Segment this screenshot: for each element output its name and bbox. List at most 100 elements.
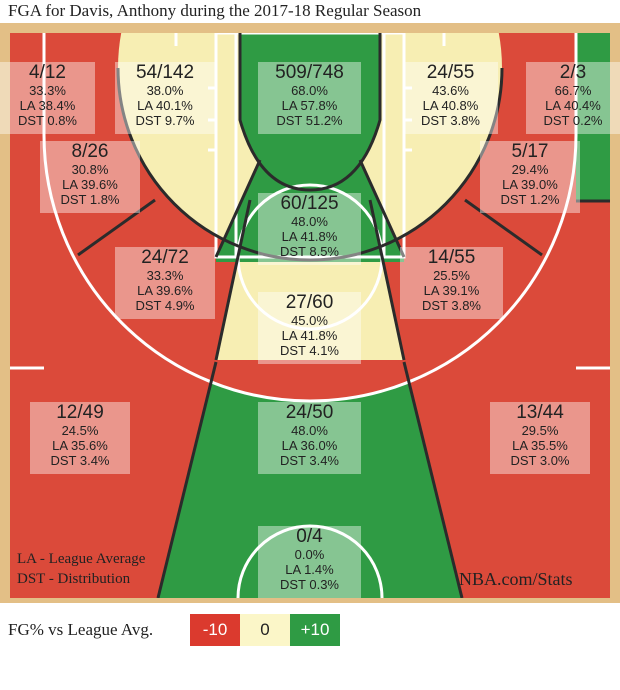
zone-fgm-fga: 0/4 xyxy=(296,526,323,547)
zone-label-left-wing-3: 12/49 24.5% LA 35.6% DST 3.4% xyxy=(30,402,130,474)
zone-distribution: DST 3.8% xyxy=(421,298,481,313)
zone-distribution: DST 0.8% xyxy=(17,113,77,128)
zone-league-average: LA 35.6% xyxy=(52,438,108,453)
zone-distribution: DST 1.2% xyxy=(500,192,560,207)
zone-fgm-fga: 24/55 xyxy=(426,62,475,83)
zone-boundary-key-left xyxy=(214,199,252,361)
zone-league-average: LA 40.1% xyxy=(137,98,193,113)
paint-outline xyxy=(214,33,406,259)
zone-fgm-fga: 24/72 xyxy=(141,247,189,268)
zone-fgm-fga: 13/44 xyxy=(516,402,564,423)
zone-fgm-fga: 5/17 xyxy=(511,141,549,162)
zone-label-right-wing-3: 13/44 29.5% LA 35.5% DST 3.0% xyxy=(490,402,590,474)
zone-distribution: DST 3.4% xyxy=(50,453,110,468)
zone-distribution: DST 0.2% xyxy=(543,113,603,128)
zone-fg-pct: 33.3% xyxy=(29,83,66,98)
zone-distribution: DST 8.5% xyxy=(279,244,339,259)
note-league-average: LA - League Average xyxy=(17,551,146,567)
zone-boundary-paint-right xyxy=(309,33,382,192)
zone-top-key-3-fill xyxy=(158,360,462,598)
zone-boundary-lane-right xyxy=(358,159,406,258)
zone-label-right-corner-3: 2/3 66.7% LA 40.4% DST 0.2% xyxy=(526,62,620,134)
zone-fgm-fga: 4/12 xyxy=(29,62,66,83)
zone-label-left-corner-3: 4/12 33.3% LA 38.4% DST 0.8% xyxy=(0,62,95,134)
source-label: NBA.com/Stats xyxy=(459,569,573,589)
shot-chart-court xyxy=(0,23,620,603)
legend-item-plus-10: +10 xyxy=(290,614,340,646)
legend-item-zero: 0 xyxy=(240,614,290,646)
zone-fgm-fga: 54/142 xyxy=(135,62,195,83)
zone-label-left-elbow-mid: 24/72 33.3% LA 39.6% DST 4.9% xyxy=(115,247,215,319)
zone-league-average: LA 41.8% xyxy=(281,328,338,343)
zone-paint-fill xyxy=(240,33,380,190)
legend-item-minus-10: -10 xyxy=(190,614,240,646)
zone-league-average: LA 40.4% xyxy=(545,98,601,113)
zone-league-average: LA 40.8% xyxy=(422,98,479,113)
zone-boundary-top-3-left xyxy=(156,361,218,598)
zone-boundary-key-right xyxy=(368,199,406,361)
zone-fgm-fga: 27/60 xyxy=(285,292,334,313)
zone-label-left-wing-mid-top: 54/142 38.0% LA 40.1% DST 9.7% xyxy=(115,62,215,134)
zone-label-right-wing-mid-top: 24/55 43.6% LA 40.8% DST 3.8% xyxy=(403,62,498,134)
zone-distribution: DST 0.3% xyxy=(279,577,339,592)
zone-fg-pct: 24.5% xyxy=(61,423,99,438)
zone-distribution: DST 9.7% xyxy=(135,113,195,128)
zone-fg-pct: 30.8% xyxy=(71,162,109,177)
zone-boundary-right-baseline xyxy=(464,198,543,257)
zone-distribution: DST 51.2% xyxy=(276,113,343,128)
zone-league-average: LA 38.4% xyxy=(19,98,76,113)
zone-fgm-fga: 2/3 xyxy=(559,62,587,83)
zone-league-average: LA 39.6% xyxy=(137,283,193,298)
zone-fg-pct: 68.0% xyxy=(291,83,328,98)
zone-fg-pct: 25.5% xyxy=(433,268,470,283)
zone-distribution: DST 4.9% xyxy=(135,298,195,313)
half-court-circle xyxy=(236,524,384,598)
zone-fg-pct: 66.7% xyxy=(554,83,592,98)
zone-fg-pct: 48.0% xyxy=(291,423,328,438)
note-distribution: DST - Distribution xyxy=(17,571,131,587)
zone-fgm-fga: 509/748 xyxy=(275,62,344,83)
zone-fgm-fga: 24/50 xyxy=(285,402,334,423)
zone-label-top-key-3: 24/50 48.0% LA 36.0% DST 3.4% xyxy=(258,402,361,474)
zone-label-center-paint-free-throw: 60/125 48.0% LA 41.8% DST 8.5% xyxy=(258,193,361,265)
zone-fgm-fga: 14/55 xyxy=(427,247,476,268)
zone-league-average: LA 39.6% xyxy=(62,177,118,192)
zone-league-average: LA 57.8% xyxy=(281,98,338,113)
zone-distribution: DST 3.8% xyxy=(420,113,480,128)
zone-boundary-upper-arc xyxy=(116,67,504,262)
zone-fgm-fga: 12/49 xyxy=(56,402,104,423)
zone-label-backcourt: 0/4 0.0% LA 1.4% DST 0.3% xyxy=(258,526,361,598)
zone-fg-pct: 29.5% xyxy=(521,423,559,438)
zone-boundary-left-baseline xyxy=(77,198,156,257)
zone-fg-pct: 33.3% xyxy=(146,268,184,283)
zone-label-top-key-mid: 27/60 45.0% LA 41.8% DST 4.1% xyxy=(258,292,361,364)
zone-label-paint-non-ra: 509/748 68.0% LA 57.8% DST 51.2% xyxy=(258,62,361,134)
zone-distribution: DST 3.0% xyxy=(510,453,570,468)
zone-fgm-fga: 8/26 xyxy=(71,141,109,162)
zone-label-right-elbow-mid: 14/55 25.5% LA 39.1% DST 3.8% xyxy=(400,247,503,319)
zone-label-left-baseline-mid: 8/26 30.8% LA 39.6% DST 1.8% xyxy=(40,141,140,213)
zone-boundary-lane-left xyxy=(214,159,262,258)
zone-boundary-top-3-right xyxy=(402,361,464,598)
zone-fg-pct: 43.6% xyxy=(432,83,469,98)
zone-league-average: LA 41.8% xyxy=(281,229,338,244)
three-point-arc xyxy=(42,33,578,403)
zone-league-average: LA 35.5% xyxy=(512,438,568,453)
zone-league-average: LA 39.0% xyxy=(502,177,558,192)
zone-fg-pct: 38.0% xyxy=(146,83,184,98)
zone-distribution: DST 3.4% xyxy=(279,453,339,468)
zone-league-average: LA 1.4% xyxy=(285,562,334,577)
zone-fgm-fga: 60/125 xyxy=(280,193,339,214)
zone-fg-pct: 45.0% xyxy=(291,313,328,328)
legend-title: FG% vs League Avg. xyxy=(8,620,154,639)
zone-label-right-baseline-mid: 5/17 29.4% LA 39.0% DST 1.2% xyxy=(480,141,580,213)
zone-fg-pct: 0.0% xyxy=(294,547,325,562)
zone-league-average: LA 36.0% xyxy=(281,438,338,453)
zone-distribution: DST 4.1% xyxy=(279,343,339,358)
zone-distribution: DST 1.8% xyxy=(60,192,120,207)
zone-free-throw-fill xyxy=(216,160,404,262)
zone-right-corner-3-fill xyxy=(576,33,610,201)
zone-boundary-paint-left xyxy=(238,33,311,192)
chart-title: FGA for Davis, Anthony during the 2017-1… xyxy=(8,1,422,20)
zone-fg-pct: 29.4% xyxy=(511,162,549,177)
